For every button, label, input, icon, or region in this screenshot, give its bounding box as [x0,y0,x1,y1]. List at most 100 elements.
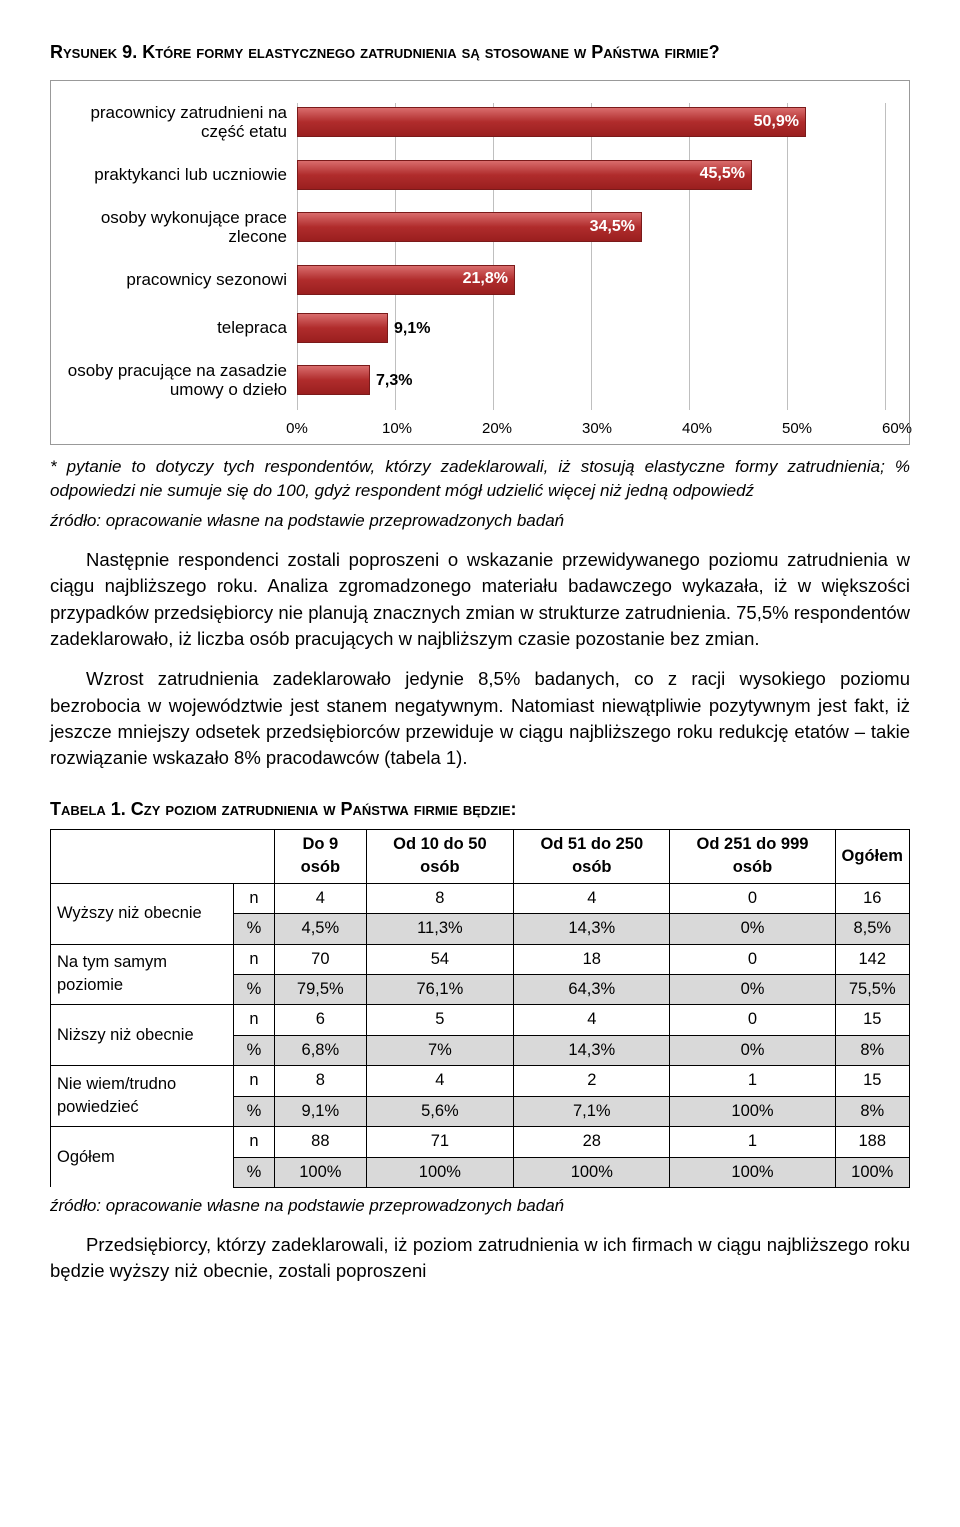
chart-bar: 21,8% [297,265,515,295]
table-cell: 7% [366,1035,513,1065]
chart-footnote: * pytanie to dotyczy tych respondentów, … [50,455,910,503]
table-cell: 6,8% [275,1035,367,1065]
axis-tick: 30% [582,418,612,439]
table-cell: n [234,944,275,974]
chart-bar: 34,5% [297,212,642,242]
axis-tick: 50% [782,418,812,439]
chart-category-label: pracownicy sezonowi [57,270,297,290]
chart-category-label: telepraca [57,318,297,338]
table-cell: 8,5% [835,914,909,944]
data-table: Do 9 osóbOd 10 do 50 osóbOd 51 do 250 os… [50,829,910,1188]
axis-tick: 60% [882,418,912,439]
table-cell: 11,3% [366,914,513,944]
table-cell: 76,1% [366,974,513,1004]
chart-row: osoby wykonujące prace zlecone34,5% [57,208,897,247]
table-cell: 7,1% [514,1096,670,1126]
table-cell: 4 [514,883,670,913]
chart-row: praktykanci lub uczniowie 45,5% [57,160,897,190]
table-cell: 100% [275,1157,367,1187]
table-cell: 54 [366,944,513,974]
chart-value-label: 50,9% [754,111,805,134]
table-cell: 4 [275,883,367,913]
table-cell: 8 [366,883,513,913]
table-cell: 70 [275,944,367,974]
paragraph-1: Następnie respondenci zostali poproszeni… [50,547,910,652]
table-cell: 0% [670,1035,835,1065]
chart-bar: 50,9% [297,107,806,137]
paragraph-3: Przedsiębiorcy, którzy zadeklarowali, iż… [50,1232,910,1285]
chart-row: pracownicy sezonowi 21,8% [57,265,897,295]
table-row-label: Ogółem [51,1127,234,1188]
table-cell: 142 [835,944,909,974]
table-cell: % [234,1096,275,1126]
table-title: Tabela 1. Czy poziom zatrudnienia w Pańs… [50,797,910,823]
table-cell: 71 [366,1127,513,1157]
chart-bar: 45,5% [297,160,752,190]
chart-bar [297,313,388,343]
table-cell: 4 [366,1066,513,1096]
table-source: źródło: opracowanie własne na podstawie … [50,1194,910,1218]
chart-row: osoby pracujące na zasadzie umowy o dzie… [57,361,897,400]
table-header: Od 10 do 50 osób [366,829,513,883]
table-cell: n [234,883,275,913]
axis-tick: 20% [482,418,512,439]
chart-row: telepraca 9,1% [57,313,897,343]
axis-tick: 0% [286,418,308,439]
table-header: Ogółem [835,829,909,883]
chart-value-label: 45,5% [700,163,751,186]
chart-value-label: 21,8% [463,268,514,291]
table-cell: 18 [514,944,670,974]
table-cell: 100% [366,1157,513,1187]
table-header [234,829,275,883]
table-row-label: Na tym samym poziomie [51,944,234,1005]
table-cell: 8 [275,1066,367,1096]
table-cell: 28 [514,1127,670,1157]
table-cell: 4,5% [275,914,367,944]
bar-chart: pracownicy zatrudnieni na część etatu50,… [50,80,910,445]
chart-row: pracownicy zatrudnieni na część etatu50,… [57,103,897,142]
table-cell: 79,5% [275,974,367,1004]
table-cell: 88 [275,1127,367,1157]
table-cell: 9,1% [275,1096,367,1126]
chart-value-label: 7,3% [376,370,412,393]
table-cell: 0 [670,944,835,974]
table-cell: 0 [670,1005,835,1035]
table-cell: 1 [670,1066,835,1096]
chart-value-label: 9,1% [394,318,430,341]
table-cell: 64,3% [514,974,670,1004]
figure-title: Rysunek 9. Które formy elastycznego zatr… [50,40,910,66]
table-row-label: Wyższy niż obecnie [51,883,234,944]
chart-category-label: osoby pracujące na zasadzie umowy o dzie… [57,361,297,400]
table-cell: 15 [835,1005,909,1035]
table-cell: 100% [835,1157,909,1187]
table-cell: 5,6% [366,1096,513,1126]
table-header: Do 9 osób [275,829,367,883]
table-cell: 4 [514,1005,670,1035]
table-cell: 100% [670,1157,835,1187]
table-cell: 8% [835,1035,909,1065]
table-cell: n [234,1005,275,1035]
table-row-label: Niższy niż obecnie [51,1005,234,1066]
table-cell: % [234,914,275,944]
chart-bar [297,365,370,395]
axis-tick: 10% [382,418,412,439]
table-cell: % [234,1035,275,1065]
table-header [51,829,234,883]
table-cell: 14,3% [514,914,670,944]
table-cell: 0% [670,914,835,944]
chart-value-label: 34,5% [590,216,641,239]
table-cell: % [234,974,275,1004]
chart-category-label: praktykanci lub uczniowie [57,165,297,185]
table-cell: 188 [835,1127,909,1157]
table-cell: % [234,1157,275,1187]
table-cell: 15 [835,1066,909,1096]
table-cell: 75,5% [835,974,909,1004]
table-header: Od 251 do 999 osób [670,829,835,883]
table-cell: 5 [366,1005,513,1035]
table-cell: n [234,1127,275,1157]
table-cell: 1 [670,1127,835,1157]
paragraph-2: Wzrost zatrudnienia zadeklarowało jedyni… [50,666,910,771]
chart-source: źródło: opracowanie własne na podstawie … [50,509,910,533]
table-cell: n [234,1066,275,1096]
table-row-label: Nie wiem/trudno powiedzieć [51,1066,234,1127]
